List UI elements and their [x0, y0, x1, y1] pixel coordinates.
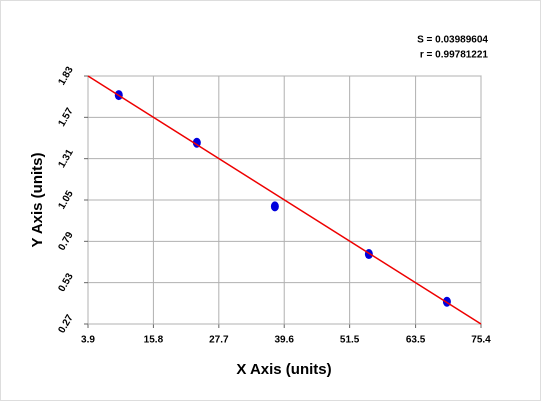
annotation: r = 0.99781221 — [420, 50, 489, 61]
fit-line — [87, 75, 482, 325]
x-axis-title: X Axis (units) — [236, 361, 331, 378]
x-tick-label: 27.7 — [209, 335, 229, 346]
point — [270, 201, 279, 212]
x-tick-label: 15.8 — [144, 335, 164, 346]
y-axis-title: Y Axis (units) — [29, 152, 46, 247]
x-tick-label: 75.4 — [471, 335, 491, 346]
x-tick-label: 51.5 — [340, 335, 360, 346]
x-tick-label: 63.5 — [406, 335, 426, 346]
x-tick-label: 39.6 — [274, 335, 294, 346]
x-tick-label: 3.9 — [81, 335, 95, 346]
annotation: S = 0.03989604 — [417, 35, 488, 46]
